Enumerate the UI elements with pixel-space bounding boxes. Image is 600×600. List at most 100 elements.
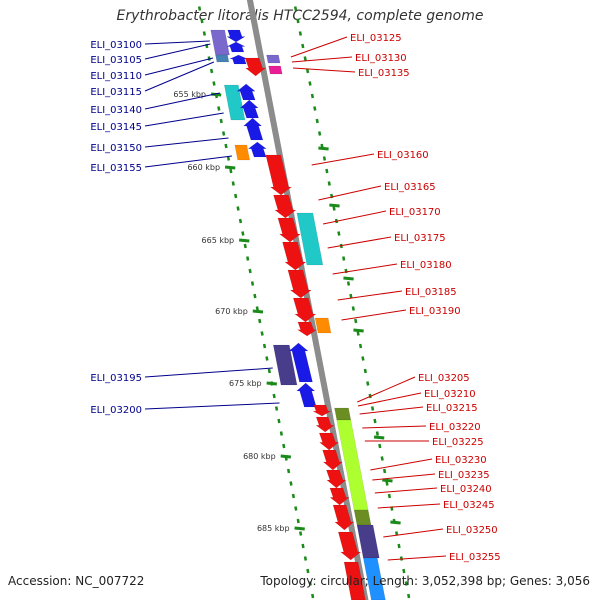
ruler-dash [305,68,310,74]
gene-label-left[interactable]: ELI_03110 [90,71,142,82]
gene-cds[interactable] [337,531,362,561]
gene-label-right[interactable]: ELI_03130 [355,53,407,64]
leader-line [292,67,356,73]
gene-cds[interactable] [322,449,344,471]
gene-label-right[interactable]: ELI_03180 [400,260,452,271]
gene-label-left[interactable]: ELI_03195 [90,373,142,384]
ruler-tick [373,435,385,440]
gene-cds[interactable] [277,217,302,243]
gene-label-right[interactable]: ELI_03235 [438,470,490,481]
gene-cds[interactable] [312,404,332,417]
gene-label-left[interactable]: ELI_03150 [90,143,142,154]
gene-label-right[interactable]: ELI_03170 [389,207,441,218]
gene-cds[interactable] [332,504,355,531]
gene-label-right[interactable]: ELI_03160 [377,150,429,161]
gene-label-right[interactable]: ELI_03245 [443,500,495,511]
gene-cds[interactable] [273,194,297,219]
gene-orange[interactable] [314,317,332,334]
gene-label-left[interactable]: ELI_03145 [90,122,142,133]
gene-cds[interactable] [292,297,317,323]
gene-label-right[interactable]: ELI_03205 [418,373,470,384]
gene-label-left[interactable]: ELI_03200 [90,405,142,416]
ruler-dash [294,506,298,511]
ruler-dash [310,93,315,99]
gene-olive[interactable] [353,509,372,526]
label-layer: ELI_03100 ELI_03105 ELI_03110 ELI_03115 ELI_… [90,33,500,563]
gene-label-right[interactable]: ELI_03185 [405,287,457,298]
gene-label-left[interactable]: ELI_03100 [90,40,142,51]
ruler-dash [219,118,223,124]
kbp-tick [238,238,250,243]
gene-label-right[interactable]: ELI_03240 [440,484,492,495]
ruler-dash [311,593,315,599]
gene-label-right[interactable]: ELI_03225 [432,437,484,448]
gene-cds[interactable] [247,141,268,158]
ruler-dash [387,493,392,499]
gene-cds[interactable] [329,487,350,506]
leader-line [290,36,348,58]
gene-label-left[interactable]: ELI_03140 [90,105,142,116]
gene-pink[interactable] [268,65,283,75]
ruler-dash [380,456,384,461]
ruler-dash [407,593,411,599]
gene-label-left[interactable]: ELI_03155 [90,163,142,174]
gene-label-right[interactable]: ELI_03255 [449,552,501,563]
gene-label-right[interactable]: ELI_03210 [424,389,476,400]
ruler-dash [296,518,300,524]
gene-dark[interactable] [272,344,298,386]
gene-label-right[interactable]: ELI_03220 [429,422,481,433]
ruler-dash [260,331,264,336]
gene-trna[interactable] [223,84,246,121]
gene-label-left[interactable]: ELI_03115 [90,87,142,98]
gene-rna[interactable] [210,29,230,56]
gene-dark[interactable] [356,524,380,559]
gene-cds[interactable] [229,54,248,65]
gene-label-right[interactable]: ELI_03125 [350,33,402,44]
ruler-dash [370,406,375,411]
gene-blue[interactable] [362,557,386,600]
gene-cds[interactable] [244,57,267,77]
gene-olive[interactable] [334,407,352,421]
gene-label-right[interactable]: ELI_03190 [409,306,461,317]
gene-cds[interactable] [239,99,259,119]
ruler-dash [337,231,341,236]
ruler-dash [349,293,353,299]
gene-cds[interactable] [288,342,313,383]
gene-label-right[interactable]: ELI_03165 [384,182,436,193]
gene-cds[interactable] [236,83,256,101]
ruler-dash [267,368,271,374]
ruler-dash [229,168,233,174]
gene-label-right[interactable]: ELI_03135 [358,68,410,79]
gene-cds[interactable] [282,241,307,271]
gene-cds[interactable] [296,321,318,337]
leader-line [144,61,215,92]
gene-cds[interactable] [242,117,264,141]
ruler-tick [382,478,393,483]
gene-label-right[interactable]: ELI_03215 [426,403,478,414]
gene-rna[interactable] [266,54,281,64]
gene-label-right[interactable]: ELI_03175 [394,233,446,244]
gene-cds[interactable] [296,382,317,408]
gene-cds[interactable] [226,29,246,43]
gene-trna[interactable] [296,212,324,266]
ruler-dash [277,418,281,424]
gene-cds[interactable] [287,269,313,299]
gene-label-right[interactable]: ELI_03250 [446,525,498,536]
gene-cds[interactable] [265,154,293,196]
gene-orange[interactable] [234,144,251,161]
ruler-tick [343,276,354,281]
leader-line [359,406,424,415]
gene-label-left[interactable]: ELI_03105 [90,55,142,66]
gene-rna[interactable] [215,54,230,63]
gene-cds[interactable] [315,416,335,433]
ruler-tick [353,328,364,333]
leader-line [144,137,229,148]
gene-cds[interactable] [326,469,347,489]
page-title: Erythrobacter litoralis HTCC2594, comple… [116,8,484,24]
gene-label-right[interactable]: ELI_03230 [435,455,487,466]
gene-cds[interactable] [226,41,246,53]
leader-line [374,487,438,494]
gene-cds[interactable] [318,432,340,451]
gene-cds[interactable] [343,561,366,600]
